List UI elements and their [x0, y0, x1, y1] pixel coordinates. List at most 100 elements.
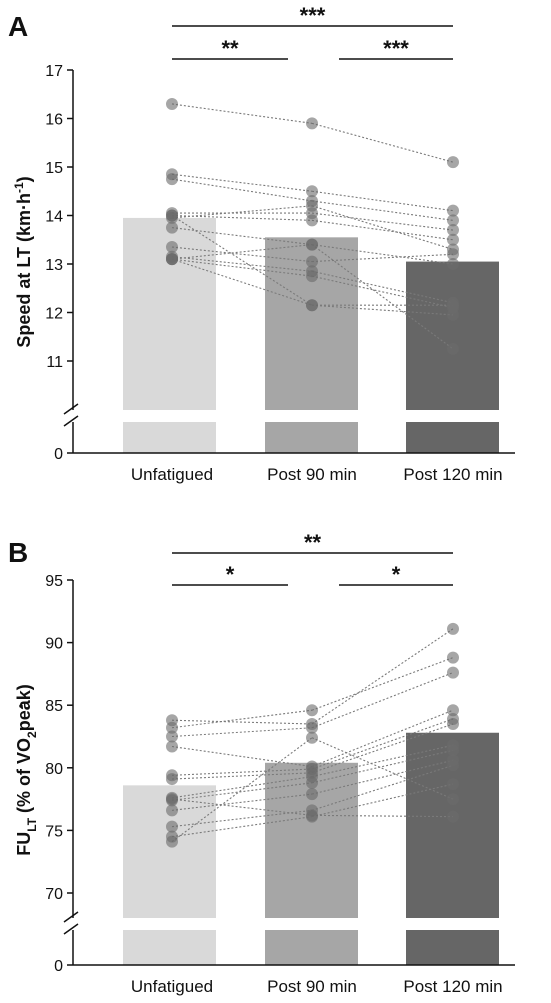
significance-label: ***: [383, 36, 409, 61]
subject-line: [311, 628, 454, 725]
panel-a: 11 12 13 14 15 16 17 0 Unfatigued Post 90 min Post…: [45, 3, 515, 484]
subject-point: [306, 117, 318, 130]
subject-point: [306, 238, 318, 251]
subject-point: [447, 204, 459, 217]
subject-line: [311, 219, 454, 241]
y-tick-label: 16: [45, 112, 63, 129]
subject-line: [171, 258, 313, 277]
subject-point: [306, 255, 318, 268]
subject-point: [447, 233, 459, 246]
x-category-label: Post 90 min: [267, 465, 357, 484]
y-tick-label: 85: [45, 698, 63, 715]
subject-point: [447, 214, 459, 227]
subject-point: [306, 788, 318, 801]
subject-line: [171, 205, 313, 219]
subject-line: [311, 759, 454, 795]
vo2-dot-accent: [19, 704, 23, 708]
subject-line: [171, 709, 313, 729]
y-tick-label: 70: [45, 886, 63, 903]
subject-line: [311, 672, 454, 729]
significance-label: **: [221, 36, 239, 61]
y-tick-label-zero: 0: [54, 446, 63, 463]
subject-point: [166, 820, 178, 833]
subject-line: [311, 657, 454, 711]
subject-line: [311, 275, 454, 309]
subject-point: [447, 308, 459, 321]
subject-line: [311, 783, 454, 818]
panel-b-ylabel: FULT (% of VO2peak): [14, 684, 39, 856]
subject-line: [311, 764, 454, 811]
x-category-label: Unfatigued: [131, 977, 213, 996]
bar-stub: [406, 422, 499, 453]
panel-a-label: A: [8, 11, 28, 42]
subject-point: [166, 97, 178, 110]
bar-post-120-min: [406, 261, 499, 410]
subject-point: [447, 778, 459, 791]
y-tick-label: 90: [45, 636, 63, 653]
x-category-label: Post 120 min: [403, 977, 502, 996]
subject-point: [166, 221, 178, 234]
subject-point: [306, 731, 318, 744]
subject-point: [306, 809, 318, 822]
y-tick-label: 11: [46, 354, 63, 371]
bar-stub: [406, 930, 499, 965]
subject-point: [447, 622, 459, 635]
subject-line: [171, 258, 313, 306]
subject-point: [447, 810, 459, 823]
significance-label: ***: [300, 3, 326, 28]
subject-line: [311, 244, 454, 350]
bar-stub: [123, 422, 216, 453]
subject-point: [166, 253, 178, 266]
subject-line: [311, 270, 454, 304]
panel-b: 70 75 80 85 90 95 0 Unfatigued Post 90 min Post 1…: [45, 530, 515, 996]
y-tick-label: 75: [45, 823, 63, 840]
subject-line: [171, 103, 313, 124]
axis-break-mark: [63, 403, 79, 415]
subject-line: [171, 227, 313, 246]
subject-point: [447, 666, 459, 679]
subject-line: [311, 744, 454, 778]
subject-point: [306, 776, 318, 789]
subject-line: [171, 214, 313, 221]
subject-point: [447, 759, 459, 772]
axis-break-mark: [63, 415, 79, 427]
subject-line: [171, 737, 313, 843]
subject-line: [311, 190, 454, 212]
x-category-label: Unfatigued: [131, 465, 213, 484]
subject-point: [306, 214, 318, 227]
y-tick-label: 14: [45, 209, 63, 226]
subject-point: [166, 835, 178, 848]
subject-line: [171, 256, 313, 272]
subject-line: [171, 173, 313, 192]
subject-point: [306, 721, 318, 734]
subject-point: [166, 793, 178, 806]
y-tick-label-zero: 0: [54, 958, 63, 975]
subject-point: [306, 270, 318, 283]
subject-point: [306, 199, 318, 212]
y-tick-label: 95: [45, 573, 63, 590]
subject-point: [447, 224, 459, 237]
subject-line: [311, 709, 454, 768]
y-tick-label: 13: [45, 257, 63, 274]
y-tick-label: 15: [45, 160, 63, 177]
subject-point: [166, 173, 178, 186]
subject-point: [447, 704, 459, 717]
y-tick-label: 80: [45, 761, 63, 778]
subject-line: [171, 727, 313, 738]
subject-point: [306, 299, 318, 312]
subject-point: [447, 793, 459, 806]
subject-line: [171, 246, 313, 263]
bar-stub: [265, 422, 358, 453]
subject-point: [166, 241, 178, 254]
subject-line: [171, 244, 313, 260]
subject-line: [171, 178, 313, 202]
subject-line: [171, 745, 313, 768]
subject-line: [311, 718, 454, 770]
subject-point: [447, 717, 459, 730]
subject-line: [311, 723, 454, 774]
subject-point: [166, 773, 178, 786]
subject-point: [166, 209, 178, 222]
bar-stub: [123, 930, 216, 965]
bar-stub: [265, 930, 358, 965]
subject-line: [311, 122, 454, 163]
